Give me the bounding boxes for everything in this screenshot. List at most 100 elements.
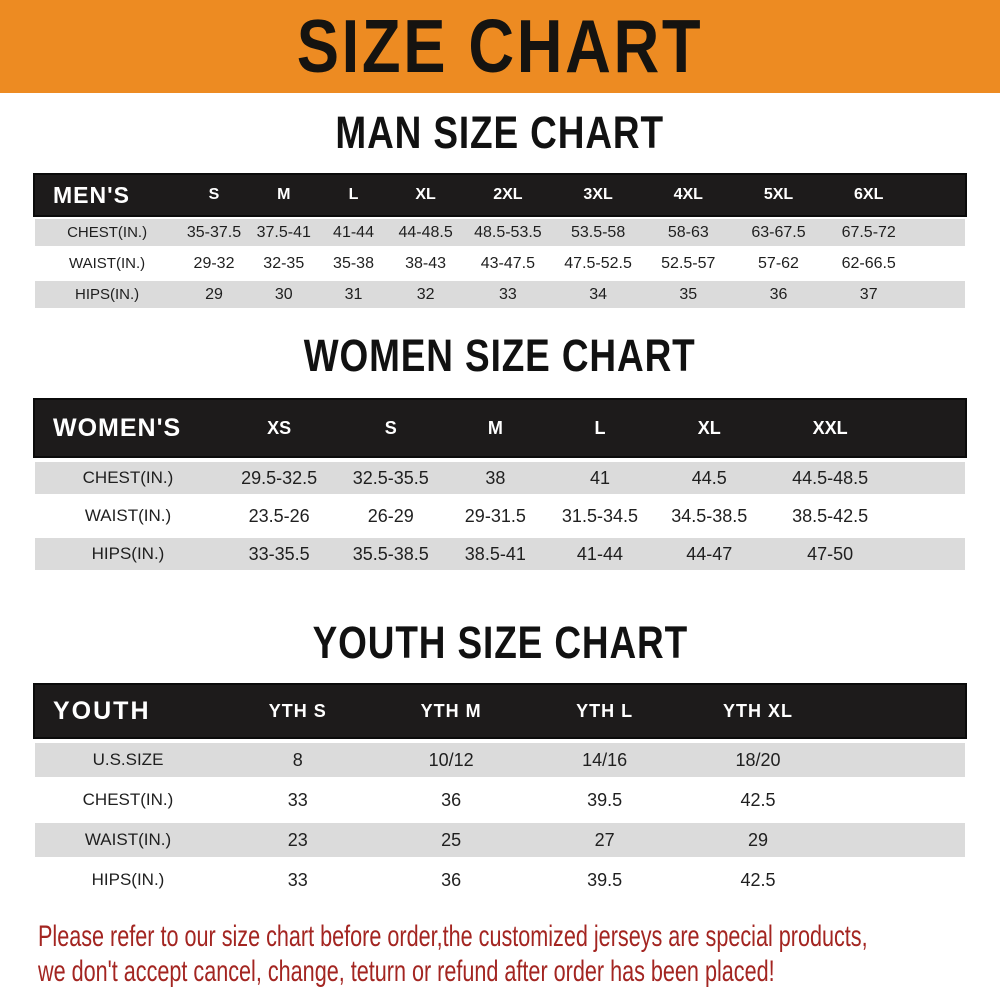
value-cell: 35-38 — [318, 250, 389, 277]
value-cell: 35 — [643, 281, 734, 308]
youth-size-col-xl: YTH XL — [681, 685, 835, 737]
banner: SIZE CHART — [0, 0, 1000, 93]
value-cell: 29.5-32.5 — [221, 462, 338, 494]
value-cell: 31.5-34.5 — [546, 500, 654, 532]
value-cell: 67.5-72 — [823, 219, 914, 246]
youth-ussize-row: U.S.SIZE 8 10/12 14/16 18/20 — [35, 743, 965, 777]
youth-table-title: YOUTH — [35, 685, 221, 737]
value-cell: 39.5 — [527, 863, 682, 897]
row-label: WAIST(IN.) — [35, 250, 180, 277]
value-cell: 36 — [374, 863, 528, 897]
value-cell: 29 — [681, 823, 835, 857]
value-cell: 37 — [823, 281, 914, 308]
value-cell: 10/12 — [374, 743, 528, 777]
value-cell: 58-63 — [643, 219, 734, 246]
value-cell: 33 — [221, 783, 375, 817]
men-size-col-4xl: 4XL — [643, 175, 734, 215]
filler-cell — [895, 400, 965, 456]
youth-section-title-text: YOUTH SIZE CHART — [312, 617, 688, 668]
filler-cell — [913, 175, 965, 215]
men-size-col-6xl: 6XL — [823, 175, 914, 215]
value-cell: 32 — [388, 281, 463, 308]
value-cell: 29 — [179, 281, 249, 308]
men-size-col-5xl: 5XL — [733, 175, 824, 215]
filler-cell — [913, 219, 965, 246]
youth-size-col-s: YTH S — [221, 685, 375, 737]
row-label: HIPS(IN.) — [35, 538, 221, 570]
row-label: CHEST(IN.) — [35, 219, 180, 246]
value-cell: 14/16 — [527, 743, 682, 777]
row-label: HIPS(IN.) — [35, 281, 180, 308]
row-label: CHEST(IN.) — [35, 783, 221, 817]
men-size-table: MEN'S S M L XL 2XL 3XL 4XL 5XL 6XL CHEST… — [33, 171, 967, 312]
youth-section-title: YOUTH SIZE CHART — [0, 617, 1000, 668]
value-cell: 23 — [221, 823, 375, 857]
notice-line-2: we don't accept cancel, change, teturn o… — [38, 955, 775, 988]
row-label: HIPS(IN.) — [35, 863, 221, 897]
value-cell: 26-29 — [337, 500, 445, 532]
value-cell: 47-50 — [765, 538, 896, 570]
men-section-title-text: MAN SIZE CHART — [335, 107, 665, 158]
value-cell: 23.5-26 — [221, 500, 338, 532]
value-cell: 38-43 — [388, 250, 463, 277]
value-cell: 38.5-41 — [444, 538, 547, 570]
value-cell: 35-37.5 — [179, 219, 249, 246]
filler-cell — [834, 863, 965, 897]
women-size-col-xxl: XXL — [765, 400, 896, 456]
value-cell: 42.5 — [681, 863, 835, 897]
filler-cell — [895, 462, 965, 494]
men-size-col-m: M — [248, 175, 319, 215]
banner-title: SIZE CHART — [296, 4, 704, 89]
value-cell: 43-47.5 — [462, 250, 553, 277]
filler-cell — [913, 281, 965, 308]
women-size-table: WOMEN'S XS S M L XL XXL CHEST(IN.) 29.5-… — [33, 394, 967, 576]
filler-cell — [895, 538, 965, 570]
value-cell: 44.5-48.5 — [765, 462, 896, 494]
youth-hips-row: HIPS(IN.) 33 36 39.5 42.5 — [35, 863, 965, 897]
value-cell: 25 — [374, 823, 528, 857]
value-cell: 62-66.5 — [823, 250, 914, 277]
value-cell: 44-48.5 — [388, 219, 463, 246]
row-label: WAIST(IN.) — [35, 500, 221, 532]
value-cell: 44-47 — [653, 538, 766, 570]
women-waist-row: WAIST(IN.) 23.5-26 26-29 29-31.5 31.5-34… — [35, 500, 965, 532]
value-cell: 38.5-42.5 — [765, 500, 896, 532]
men-header-row: MEN'S S M L XL 2XL 3XL 4XL 5XL 6XL — [33, 173, 967, 217]
value-cell: 18/20 — [681, 743, 835, 777]
value-cell: 37.5-41 — [248, 219, 319, 246]
value-cell: 36 — [374, 783, 528, 817]
youth-size-col-m: YTH M — [374, 685, 528, 737]
men-chest-row: CHEST(IN.) 35-37.5 37.5-41 41-44 44-48.5… — [35, 219, 965, 246]
men-section: MAN SIZE CHART MEN'S S M L XL 2XL 3XL 4X… — [0, 107, 1000, 312]
value-cell: 35.5-38.5 — [337, 538, 445, 570]
value-cell: 27 — [527, 823, 682, 857]
value-cell: 41-44 — [318, 219, 389, 246]
women-section-title: WOMEN SIZE CHART — [0, 330, 1000, 381]
women-size-col-s: S — [337, 400, 445, 456]
youth-section: YOUTH SIZE CHART YOUTH YTH S YTH M YTH L… — [0, 617, 1000, 903]
filler-cell — [834, 783, 965, 817]
women-chest-row: CHEST(IN.) 29.5-32.5 32.5-35.5 38 41 44.… — [35, 462, 965, 494]
men-hips-row: HIPS(IN.) 29 30 31 32 33 34 35 36 37 — [35, 281, 965, 308]
men-size-col-xl: XL — [388, 175, 463, 215]
value-cell: 41-44 — [546, 538, 654, 570]
women-section: WOMEN SIZE CHART WOMEN'S XS S M L XL XXL — [0, 330, 1000, 576]
value-cell: 41 — [546, 462, 654, 494]
filler-cell — [834, 823, 965, 857]
women-size-col-l: L — [546, 400, 654, 456]
value-cell: 63-67.5 — [733, 219, 824, 246]
men-section-title: MAN SIZE CHART — [0, 107, 1000, 158]
filler-cell — [834, 743, 965, 777]
youth-size-col-l: YTH L — [527, 685, 682, 737]
women-size-col-xs: XS — [221, 400, 338, 456]
row-label: WAIST(IN.) — [35, 823, 221, 857]
women-size-col-m: M — [444, 400, 547, 456]
row-label: CHEST(IN.) — [35, 462, 221, 494]
value-cell: 29-31.5 — [444, 500, 547, 532]
value-cell: 52.5-57 — [643, 250, 734, 277]
men-size-col-2xl: 2XL — [462, 175, 553, 215]
value-cell: 32.5-35.5 — [337, 462, 445, 494]
value-cell: 30 — [248, 281, 319, 308]
value-cell: 33-35.5 — [221, 538, 338, 570]
